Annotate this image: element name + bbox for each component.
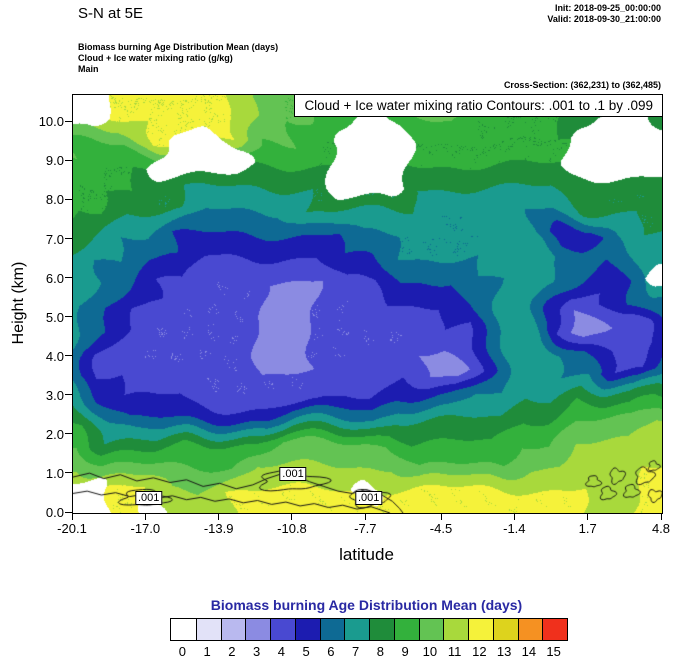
colorbar: 0 1 2 3 4 5 6 7 8 9 10 11 12 13 14 15 <box>170 618 568 659</box>
y-tick-label: 3.0 <box>45 387 64 403</box>
y-axis-title: Height (km) <box>10 261 27 345</box>
contour-heatmap-canvas <box>73 95 662 513</box>
y-axis-tick <box>65 472 72 474</box>
colorbar-cells <box>170 618 568 641</box>
y-tick-label: 4.0 <box>45 348 64 364</box>
field-list: Biomass burning Age Distribution Mean (d… <box>78 42 278 75</box>
x-tick-label: 4.8 <box>651 521 671 536</box>
y-axis-tick <box>65 277 72 279</box>
field-label-cloud: Cloud + Ice water mixing ratio (g/kg) <box>78 53 233 63</box>
colorbar-tick-label: 4 <box>277 644 285 659</box>
valid-time: Valid: 2018-09-30_21:00:00 <box>547 14 661 24</box>
x-tick-label: -1.4 <box>503 521 526 536</box>
y-axis-tick <box>65 159 72 161</box>
colorbar-cell <box>492 619 518 640</box>
y-axis-tick <box>65 394 72 396</box>
y-tick-label: 9.0 <box>45 153 64 169</box>
colorbar-cell <box>443 619 468 640</box>
colorbar-cell <box>245 619 270 640</box>
y-tick-label: 2.0 <box>45 426 64 442</box>
y-tick-label: 7.0 <box>45 231 64 247</box>
x-axis-title: latitude <box>339 545 394 564</box>
y-axis-tick <box>65 238 72 240</box>
x-axis-tick <box>71 514 73 520</box>
colorbar-tick-label: 9 <box>401 644 409 659</box>
colorbar-cell <box>393 619 419 640</box>
contour-value-label: .001 <box>134 491 163 506</box>
y-axis-tick <box>65 511 72 513</box>
colorbar-cell <box>542 619 567 640</box>
contour-value-label: .001 <box>279 466 307 481</box>
y-axis-tick <box>65 120 72 122</box>
x-axis-tick <box>291 514 293 520</box>
x-axis-tick <box>513 514 515 520</box>
y-tick-label: 0.0 <box>45 505 64 520</box>
colorbar-labels: 0 1 2 3 4 5 6 7 8 9 10 11 12 13 14 15 <box>170 644 568 659</box>
x-axis-tick <box>660 514 662 520</box>
run-times: Init: 2018-09-25_00:00:00 Valid: 2018-09… <box>547 3 661 25</box>
colorbar-cell <box>270 619 295 640</box>
x-tick-label: -10.8 <box>277 521 307 536</box>
x-tick-label: 1.7 <box>578 521 597 536</box>
x-axis-tick <box>440 514 442 520</box>
page-title: S-N at 5E <box>78 5 144 22</box>
y-tick-label: 8.0 <box>45 192 64 208</box>
colorbar-tick-label: 10 <box>422 644 438 659</box>
x-axis-tick <box>144 514 146 520</box>
cross-section-label: Cross-Section: (362,231) to (362,485) <box>503 80 661 90</box>
colorbar-cell <box>468 619 493 640</box>
y-axis-tick <box>65 198 72 200</box>
colorbar-tick-label: 15 <box>546 644 561 659</box>
colorbar-cell <box>294 619 320 640</box>
domain-label: Main <box>78 64 99 74</box>
y-tick-label: 6.0 <box>45 270 64 286</box>
colorbar-cell <box>369 619 394 640</box>
colorbar-tick-label: 7 <box>352 644 360 659</box>
colorbar-tick-label: 0 <box>178 644 186 659</box>
x-axis-tick <box>218 514 220 520</box>
x-axis-tick <box>587 514 589 520</box>
y-tick-label: 5.0 <box>45 309 64 325</box>
x-tick-label: -13.9 <box>203 521 234 536</box>
colorbar-tick-label: 1 <box>203 644 211 659</box>
plot-area: Cloud + Ice water mixing ratio Contours:… <box>72 94 663 514</box>
colorbar-tick-label: 13 <box>496 644 512 659</box>
colorbar-cell <box>418 619 444 640</box>
colorbar-tick-label: 6 <box>327 644 335 659</box>
colorbar-cell <box>344 619 369 640</box>
x-tick-label: -4.5 <box>429 521 453 536</box>
colorbar-tick-label: 8 <box>376 644 384 659</box>
colorbar-tick-label: 2 <box>228 644 236 659</box>
colorbar-tick-label: 11 <box>447 644 462 659</box>
y-axis-tick <box>65 316 72 318</box>
colorbar-cell <box>319 619 345 640</box>
init-time: Init: 2018-09-25_00:00:00 <box>554 3 661 13</box>
colorbar-cell <box>171 619 196 640</box>
colorbar-cell <box>195 619 221 640</box>
colorbar-tick-label: 14 <box>521 644 537 659</box>
x-tick-label: -17.0 <box>130 521 161 536</box>
y-tick-label: 10.0 <box>38 114 64 130</box>
contour-info-label: Cloud + Ice water mixing ratio Contours:… <box>294 94 663 117</box>
colorbar-cell <box>517 619 543 640</box>
y-tick-label: 1.0 <box>45 465 64 481</box>
y-axis-tick <box>65 433 72 435</box>
y-axis-tick <box>65 355 72 357</box>
field-label-age: Biomass burning Age Distribution Mean (d… <box>78 42 279 52</box>
colorbar-tick-label: 5 <box>302 644 310 659</box>
colorbar-cell <box>220 619 246 640</box>
colorbar-title: Biomass burning Age Distribution Mean (d… <box>210 597 523 613</box>
colorbar-tick-label: 12 <box>472 644 487 659</box>
x-tick-label: -7.7 <box>354 521 377 536</box>
contour-value-label: .001 <box>354 491 383 506</box>
x-axis-tick <box>364 514 366 520</box>
colorbar-tick-label: 3 <box>253 644 261 659</box>
x-tick-label: -20.1 <box>57 521 87 536</box>
